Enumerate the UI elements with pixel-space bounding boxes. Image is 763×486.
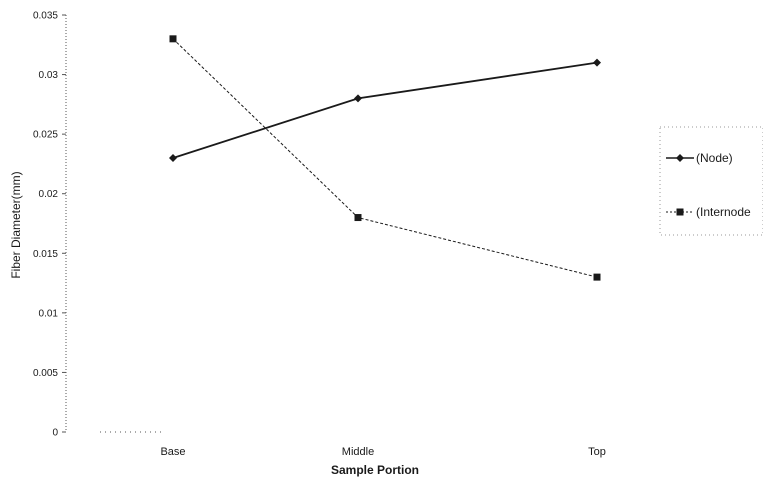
legend-marker-node xyxy=(676,154,684,162)
y-tick-label: 0.025 xyxy=(33,130,58,141)
y-tick-label: 0.035 xyxy=(33,11,58,22)
x-category-label: Middle xyxy=(342,446,374,458)
y-axis-title: Fiber Diameter(mm) xyxy=(9,171,23,278)
data-point-node xyxy=(354,94,362,103)
series-line-internode xyxy=(172,38,598,278)
data-point-internode xyxy=(593,273,601,281)
y-tick-label: 0 xyxy=(52,428,58,439)
series-layer xyxy=(169,35,601,281)
legend-label-internode: (Internode xyxy=(696,205,751,219)
legend-marker-internode xyxy=(676,208,684,216)
y-tick-label: 0.01 xyxy=(39,308,59,319)
data-point-internode xyxy=(354,214,362,222)
x-category-label: Base xyxy=(160,446,185,458)
x-axis-title: Sample Portion xyxy=(331,463,419,477)
y-tick-label: 0.03 xyxy=(39,70,59,81)
legend: (Node) (Internode xyxy=(659,126,763,236)
x-category-label: Top xyxy=(588,446,606,458)
y-tick-label: 0.02 xyxy=(39,189,59,200)
legend-frame xyxy=(659,126,763,236)
series-line-node xyxy=(172,61,598,159)
y-tick-label: 0.005 xyxy=(33,368,58,379)
y-tick-label: 0.015 xyxy=(33,249,58,260)
data-point-node xyxy=(169,153,177,162)
data-point-node xyxy=(593,58,601,67)
legend-label-node: (Node) xyxy=(696,151,733,165)
data-point-internode xyxy=(169,35,177,43)
x-category-labels: Base Middle Top xyxy=(160,446,605,458)
y-tick-labels: 0 0.005 0.01 0.015 0.02 0.025 0.03 0.035 xyxy=(33,11,66,439)
